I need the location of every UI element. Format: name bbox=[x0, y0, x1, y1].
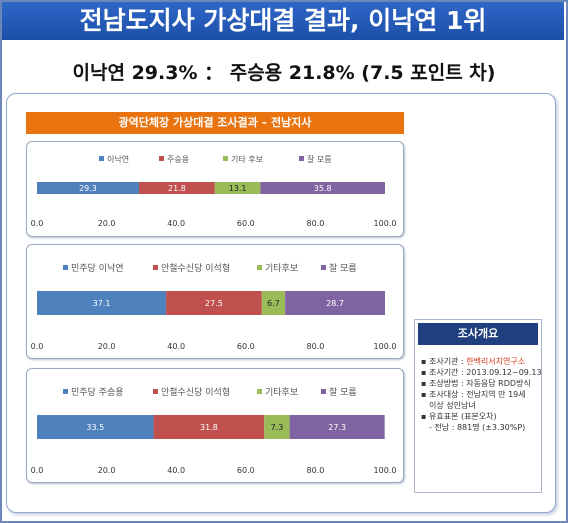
summary-value: 한백리서치연구소 bbox=[466, 357, 526, 366]
legend-item: 민주당 주승용 bbox=[63, 387, 124, 398]
svg-text:잘 모름: 잘 모름 bbox=[329, 386, 357, 398]
summary-label: 조상방법 : bbox=[428, 379, 467, 388]
summary-list: ▪ 조사기관 : 한백리서치연구소 ▪ 조사기간 : 2013.09.12~09… bbox=[415, 348, 542, 433]
data-label: 27.5 bbox=[205, 299, 223, 308]
bar-segment bbox=[153, 415, 265, 439]
svg-text:잘 모름: 잘 모름 bbox=[329, 262, 357, 274]
legend-item: 이낙연 bbox=[99, 154, 129, 164]
bar-segment bbox=[138, 182, 215, 194]
legend-item: 안철수신당 이석형 bbox=[153, 263, 230, 274]
tick-label: 0.0 bbox=[31, 342, 44, 351]
tick-label: 100.0 bbox=[374, 466, 397, 475]
chart-3: 민주당 주승용 안철수신당 이석형 기타후보 잘 모름 33.5 31.8 7.3 27.3 0… bbox=[26, 368, 404, 483]
summary-item: ▪ 조사기관 : 한백리서치연구소 bbox=[421, 357, 526, 366]
tick-label: 80.0 bbox=[306, 219, 324, 228]
survey-summary: 조사개요 ▪ 조사기관 : 한백리서치연구소 ▪ 조사기간 : 2013.09.… bbox=[414, 319, 542, 493]
chart-1: 이낙연 주승용 기타 후보 잘 모름 29.3 21.8 13.1 35.8 0.0 20.0 40… bbox=[26, 141, 404, 237]
legend-item: 기타후보 bbox=[257, 263, 298, 274]
tick-label: 80.0 bbox=[306, 342, 324, 351]
page-title: 전남도지사 가상대결 결과, 이낙연 1위 bbox=[2, 2, 564, 40]
summary-value: 자동응답 RDD방식 bbox=[466, 379, 531, 388]
tick-label: 60.0 bbox=[237, 219, 255, 228]
summary-item: ▪ 조사기간 : 2013.09.12~09.13 bbox=[421, 368, 542, 377]
bar-segment bbox=[261, 291, 286, 315]
tick-label: 0.0 bbox=[31, 466, 44, 475]
svg-text:잘 모름: 잘 모름 bbox=[307, 155, 332, 164]
svg-text:민주당 이낙연: 민주당 이낙연 bbox=[71, 263, 124, 274]
bar-segment bbox=[37, 291, 167, 315]
svg-text:민주당 주승용: 민주당 주승용 bbox=[71, 387, 124, 398]
data-label: 21.8 bbox=[168, 184, 186, 193]
bar-segment bbox=[37, 182, 139, 194]
chart-2: 민주당 이낙연 안철수신당 이석형 기타후보 잘 모름 37.1 27.5 6.7 28.7 0… bbox=[26, 244, 404, 359]
data-label: 7.3 bbox=[271, 423, 284, 432]
legend-item: 민주당 이낙연 bbox=[63, 263, 124, 274]
summary-label: 유효표본 bbox=[428, 412, 461, 421]
chart-title: 광역단체장 가상대결 조사결과 – 전남지사 bbox=[26, 112, 404, 134]
summary-item: ▪ 유효표본 (표본오차) bbox=[421, 412, 497, 421]
bar-segment bbox=[37, 415, 154, 439]
svg-text:안철수신당 이석형: 안철수신당 이석형 bbox=[161, 263, 230, 274]
summary-value: 이상 성인남녀 bbox=[429, 401, 476, 410]
chart-1-svg: 이낙연 주승용 기타 후보 잘 모름 29.3 21.8 13.1 35.8 0.0 20.0 40… bbox=[31, 154, 397, 228]
data-label: 13.1 bbox=[229, 184, 247, 193]
legend-item: 잘 모름 bbox=[321, 386, 357, 398]
legend-item: 주승용 bbox=[159, 155, 189, 164]
svg-text:안철수신당 이석형: 안철수신당 이석형 bbox=[161, 387, 230, 398]
tick-label: 60.0 bbox=[237, 466, 255, 475]
legend-item: 기타 후보 bbox=[223, 155, 263, 164]
summary-value: 881명 (±3.30%P) bbox=[456, 423, 526, 432]
summary-value: 전남지역 만 19세 bbox=[466, 390, 526, 399]
data-label: 28.7 bbox=[326, 299, 344, 308]
data-label: 27.3 bbox=[328, 423, 346, 432]
summary-value: (표본오차) bbox=[460, 412, 497, 421]
legend-item: 안철수신당 이석형 bbox=[153, 387, 230, 398]
data-label: 33.5 bbox=[86, 423, 104, 432]
svg-text:기타후보: 기타후보 bbox=[265, 387, 298, 398]
result-subtitle: 이낙연 29.3% ： 주승용 21.8% (7.5 포인트 차) bbox=[72, 62, 496, 84]
tick-label: 40.0 bbox=[167, 219, 185, 228]
summary-label: 조사대상 : bbox=[428, 390, 467, 399]
legend-item: 잘 모름 bbox=[299, 155, 332, 164]
tick-label: 0.0 bbox=[31, 219, 44, 228]
summary-item: 이상 성인남녀 bbox=[421, 400, 538, 411]
data-label: 31.8 bbox=[200, 423, 218, 432]
legend-item: 잘 모름 bbox=[321, 262, 357, 274]
bar-segment bbox=[166, 291, 262, 315]
svg-text:이낙연: 이낙연 bbox=[107, 154, 129, 164]
svg-text:기타 후보: 기타 후보 bbox=[231, 155, 263, 164]
tick-label: 20.0 bbox=[98, 219, 116, 228]
tick-label: 40.0 bbox=[167, 466, 185, 475]
data-label: 35.8 bbox=[314, 184, 332, 193]
summary-item: ▪ 조사대상 : 전남지역 만 19세 bbox=[421, 390, 526, 399]
summary-label: 조사기관 : bbox=[428, 357, 467, 366]
svg-text:주승용: 주승용 bbox=[167, 155, 189, 164]
summary-item: ▪ 조상방법 : 자동응답 RDD방식 bbox=[421, 379, 531, 388]
summary-value: 2013.09.12~09.13 bbox=[466, 368, 542, 377]
summary-heading: 조사개요 bbox=[418, 323, 538, 345]
summary-label: 조사기간 : bbox=[428, 368, 467, 377]
tick-label: 100.0 bbox=[374, 219, 397, 228]
bar-segment bbox=[264, 415, 290, 439]
tick-label: 80.0 bbox=[306, 466, 324, 475]
tick-label: 100.0 bbox=[374, 342, 397, 351]
chart-3-svg: 민주당 주승용 안철수신당 이석형 기타후보 잘 모름 33.5 31.8 7.3 27.3 0… bbox=[31, 386, 397, 475]
legend-item: 기타후보 bbox=[257, 387, 298, 398]
tick-label: 20.0 bbox=[98, 342, 116, 351]
data-label: 29.3 bbox=[79, 184, 97, 193]
tick-label: 60.0 bbox=[237, 342, 255, 351]
bar-segment bbox=[289, 415, 385, 439]
data-label: 37.1 bbox=[93, 299, 111, 308]
chart-2-svg: 민주당 이낙연 안철수신당 이석형 기타후보 잘 모름 37.1 27.5 6.7 28.7 0… bbox=[31, 262, 397, 351]
svg-text:기타후보: 기타후보 bbox=[265, 263, 298, 274]
tick-label: 20.0 bbox=[98, 466, 116, 475]
bar-segment bbox=[214, 182, 261, 194]
bar-segment bbox=[285, 291, 385, 315]
data-label: 6.7 bbox=[267, 299, 280, 308]
tick-label: 40.0 bbox=[167, 342, 185, 351]
bar-segment bbox=[260, 182, 385, 194]
summary-item: - 전남 : 881명 (±3.30%P) bbox=[421, 422, 538, 433]
summary-label: - 전남 : bbox=[429, 423, 457, 432]
